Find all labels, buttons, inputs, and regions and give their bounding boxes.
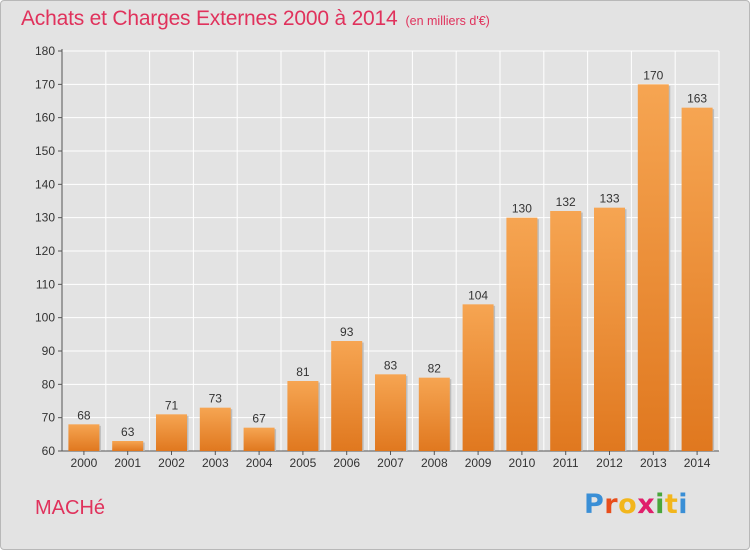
bar-value-label: 104 bbox=[468, 288, 488, 302]
bar bbox=[462, 304, 494, 451]
x-tick-label: 2009 bbox=[465, 456, 492, 470]
x-tick-label: 2007 bbox=[377, 456, 404, 470]
bar bbox=[550, 211, 582, 451]
bar-value-label: 81 bbox=[296, 365, 310, 379]
bar bbox=[112, 441, 144, 451]
y-tick-label: 70 bbox=[42, 411, 56, 425]
chart-unit: (en milliers d'€) bbox=[405, 14, 490, 28]
commune-name: MACHé bbox=[35, 497, 106, 519]
x-tick-label: 2014 bbox=[684, 456, 711, 470]
bar bbox=[287, 381, 319, 451]
chart-title-text: Achats et Charges Externes 2000 à 2014 bbox=[21, 7, 398, 30]
bar-value-label: 132 bbox=[556, 195, 576, 209]
bar-value-label: 83 bbox=[384, 358, 398, 372]
x-tick-label: 2006 bbox=[333, 456, 360, 470]
y-tick-label: 100 bbox=[35, 311, 55, 325]
x-tick-label: 2013 bbox=[640, 456, 667, 470]
x-tick-label: 2003 bbox=[202, 456, 229, 470]
x-tick-label: 2005 bbox=[290, 456, 317, 470]
bar-value-label: 170 bbox=[643, 68, 663, 82]
bar-value-label: 93 bbox=[340, 325, 354, 339]
bar-value-label: 82 bbox=[428, 362, 442, 376]
x-tick-label: 2011 bbox=[553, 456, 579, 470]
y-tick-label: 90 bbox=[42, 344, 56, 358]
y-tick-label: 110 bbox=[36, 277, 55, 291]
bar bbox=[681, 107, 713, 452]
bar bbox=[418, 377, 450, 451]
y-tick-label: 80 bbox=[42, 377, 56, 391]
x-tick-label: 2012 bbox=[596, 456, 623, 470]
y-tick-label: 120 bbox=[35, 244, 55, 258]
proxiti-logo: Proxiti bbox=[584, 489, 689, 520]
chart-title: Achats et Charges Externes 2000 à 2014 (e… bbox=[21, 7, 490, 31]
bar-value-label: 133 bbox=[599, 192, 619, 206]
x-tick-label: 2010 bbox=[509, 456, 536, 470]
bar bbox=[506, 217, 538, 451]
bar-value-label: 67 bbox=[252, 412, 266, 426]
bar-value-label: 163 bbox=[687, 92, 707, 106]
x-tick-label: 2001 bbox=[114, 456, 141, 470]
y-tick-label: 170 bbox=[35, 77, 55, 91]
bar bbox=[243, 427, 275, 451]
y-tick-label: 160 bbox=[35, 111, 55, 125]
bar-value-label: 73 bbox=[209, 392, 223, 406]
y-tick-label: 140 bbox=[35, 177, 55, 191]
bar bbox=[156, 414, 187, 451]
bar bbox=[331, 341, 363, 451]
y-tick-label: 60 bbox=[42, 444, 56, 458]
bar-value-label: 68 bbox=[77, 408, 91, 422]
x-tick-label: 2002 bbox=[158, 456, 185, 470]
bar-value-label: 63 bbox=[121, 425, 135, 439]
x-tick-label: 2004 bbox=[246, 456, 273, 470]
bar bbox=[199, 407, 231, 451]
y-tick-label: 180 bbox=[35, 44, 55, 58]
bar bbox=[375, 374, 406, 451]
bar bbox=[68, 424, 100, 451]
x-tick-label: 2008 bbox=[421, 456, 448, 470]
y-tick-label: 150 bbox=[35, 144, 55, 158]
bar-value-label: 130 bbox=[512, 202, 532, 216]
x-tick-label: 2000 bbox=[71, 456, 98, 470]
y-tick-label: 130 bbox=[35, 211, 55, 225]
bar bbox=[637, 84, 669, 451]
bar bbox=[594, 207, 625, 451]
bar-value-label: 71 bbox=[165, 398, 179, 412]
